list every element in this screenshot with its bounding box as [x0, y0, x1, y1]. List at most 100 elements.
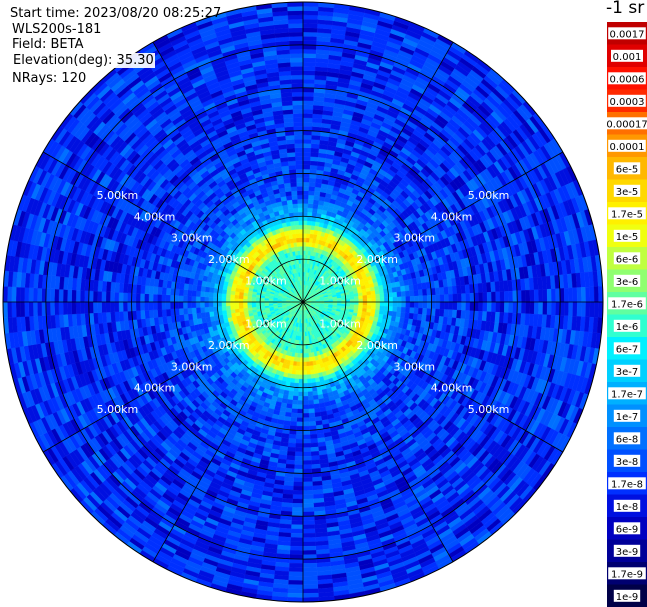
- heatmap-cell: [418, 295, 424, 303]
- heatmap-cell: [302, 207, 309, 213]
- heatmap-cell: [288, 571, 304, 577]
- heatmap-cell: [563, 301, 569, 317]
- heatmap-cell: [293, 382, 299, 388]
- heatmap-cell: [397, 301, 402, 308]
- heatmap-cell: [302, 61, 316, 67]
- heatmap-cell: [291, 507, 304, 513]
- heatmap-cell: [302, 44, 317, 50]
- heatmap-cell: [302, 66, 316, 72]
- heatmap-cell: [305, 361, 310, 367]
- heatmap-cell: [302, 361, 307, 367]
- heatmap-cell: [308, 408, 315, 414]
- heatmap-cell: [310, 152, 319, 158]
- heatmap-cell: [288, 562, 304, 568]
- heatmap-cell: [408, 284, 414, 291]
- heatmap-cell: [469, 292, 475, 303]
- heatmap-cell: [302, 378, 308, 384]
- heatmap-cell: [379, 297, 385, 303]
- heatmap-cell: [292, 399, 298, 405]
- heatmap-cell: [371, 298, 377, 303]
- heatmap-cell: [302, 194, 309, 200]
- heatmap-cell: [525, 289, 531, 303]
- heatmap-cell: [302, 151, 312, 157]
- heatmap-cell: [308, 399, 314, 405]
- heatmap-cell: [305, 344, 309, 350]
- heatmap-cell: [310, 438, 318, 444]
- heatmap-cell: [283, 480, 294, 487]
- heatmap-cell: [371, 301, 377, 306]
- heatmap-cell: [293, 473, 304, 478]
- heatmap-cell: [288, 438, 296, 444]
- heatmap-cell: [379, 309, 385, 315]
- heatmap-cell: [302, 417, 310, 423]
- heatmap-cell: [383, 292, 389, 298]
- heatmap-cell: [371, 305, 376, 310]
- heatmap-cell: [461, 301, 467, 311]
- heatmap-cell: [354, 301, 359, 306]
- heatmap-cell: [400, 291, 406, 297]
- heatmap-cell: [289, 554, 304, 560]
- heatmap-cell: [486, 301, 492, 313]
- heatmap-cell: [585, 286, 591, 303]
- heatmap-cell: [302, 177, 310, 183]
- heatmap-cell: [306, 378, 312, 384]
- heatmap-cell: [358, 301, 364, 306]
- heatmap-cell: [384, 301, 389, 307]
- heatmap-cell: [302, 485, 314, 491]
- heatmap-cell: [302, 23, 318, 29]
- heatmap-cell: [400, 307, 406, 313]
- heatmap-cell: [302, 383, 308, 388]
- heatmap-cell: [388, 297, 394, 303]
- heatmap-cell: [397, 296, 402, 303]
- heatmap-cell: [302, 108, 314, 114]
- heatmap-cell: [491, 301, 497, 313]
- heatmap-cell: [287, 442, 296, 448]
- heatmap-cell: [585, 301, 591, 318]
- heatmap-cell: [379, 301, 385, 307]
- heatmap-cell: [302, 216, 308, 221]
- heatmap-cell: [581, 287, 587, 303]
- heatmap-cell: [414, 295, 419, 303]
- heatmap-cell: [452, 301, 458, 311]
- heatmap-cell: [308, 412, 316, 418]
- heatmap-cell: [302, 10, 319, 16]
- heatmap-cell: [353, 293, 359, 297]
- heatmap-cell: [439, 294, 445, 303]
- heatmap-cell: [308, 416, 316, 422]
- heatmap-cell: [302, 464, 312, 470]
- heatmap-cell: [290, 532, 304, 538]
- heatmap-cell: [302, 173, 310, 179]
- heatmap-cell: [546, 301, 552, 316]
- heatmap-cell: [290, 541, 304, 547]
- heatmap-cell: [294, 451, 304, 457]
- heatmap-cell: [439, 287, 445, 295]
- heatmap-cell: [452, 293, 458, 303]
- heatmap-cell: [311, 459, 321, 465]
- heatmap-cell: [310, 373, 316, 379]
- heatmap-cell: [292, 494, 304, 500]
- heatmap-cell: [443, 286, 449, 295]
- heatmap-cell: [307, 391, 314, 397]
- heatmap-cell: [290, 537, 304, 543]
- heatmap-cell: [309, 164, 318, 171]
- heatmap-cell: [371, 294, 376, 299]
- heatmap-cell: [422, 288, 428, 296]
- heatmap-cell: [302, 447, 312, 453]
- heatmap-cell: [593, 301, 599, 318]
- heatmap-cell: [542, 289, 548, 303]
- heatmap-cell: [302, 584, 319, 590]
- heatmap-cell: [290, 416, 298, 422]
- heatmap-cell: [302, 580, 318, 586]
- heatmap-cell: [370, 290, 376, 295]
- heatmap-cell: [422, 301, 428, 309]
- heatmap-cell: [302, 233, 307, 238]
- heatmap-cell: [405, 296, 411, 303]
- heatmap-cell: [308, 182, 316, 188]
- heatmap-cell: [297, 408, 304, 414]
- heatmap-cell: [302, 468, 313, 474]
- heatmap-cell: [576, 287, 582, 303]
- heatmap-cell: [465, 293, 471, 303]
- heatmap-cell: [491, 291, 497, 303]
- heatmap-cell: [413, 289, 419, 297]
- heatmap-cell: [302, 528, 316, 534]
